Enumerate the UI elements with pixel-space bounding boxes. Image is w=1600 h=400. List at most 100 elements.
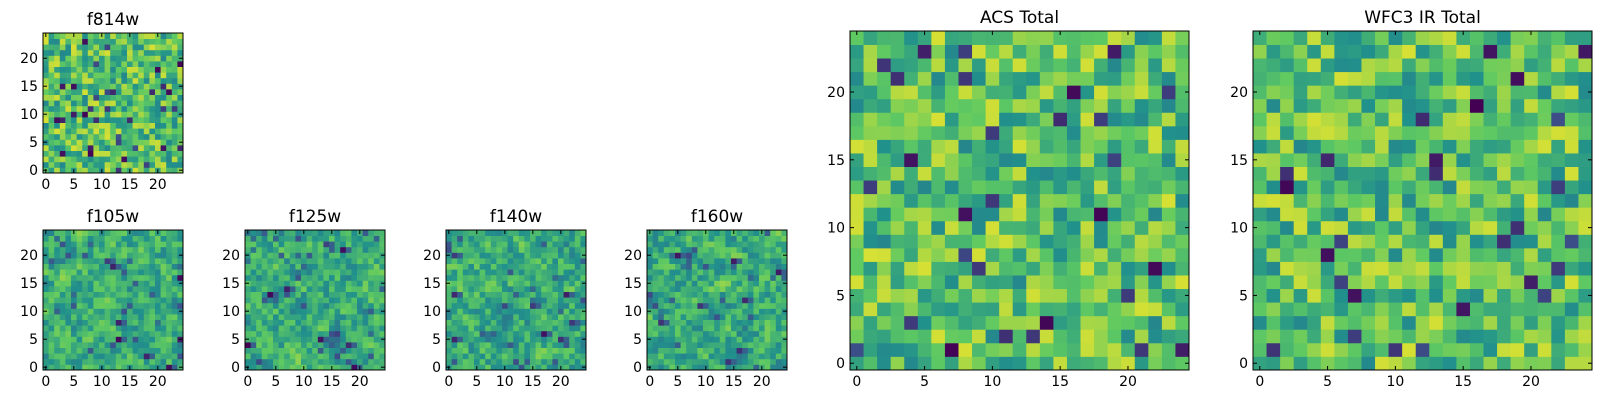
heatmap-cell [149, 83, 156, 90]
heatmap-cell [323, 330, 330, 337]
heatmap-cell [686, 302, 693, 309]
heatmap-cell [530, 246, 536, 253]
heatmap-cell [278, 269, 285, 276]
heatmap-cell [289, 274, 296, 281]
heatmap-cell [462, 286, 469, 292]
heatmap-cell [719, 308, 726, 315]
heatmap-cell [958, 261, 973, 276]
heatmap-cell [658, 286, 665, 292]
heatmap-cell [753, 263, 760, 270]
heatmap-cell [468, 291, 475, 298]
heatmap-cell [93, 105, 100, 112]
heatmap-cell [850, 247, 864, 262]
heatmap-cell [1253, 112, 1267, 127]
heatmap-cell [87, 55, 94, 62]
heatmap-cell [541, 308, 548, 315]
heatmap-cell [736, 336, 743, 343]
heatmap-cell [652, 342, 659, 348]
x-tick-label: 0 [41, 177, 50, 193]
heatmap-cell [669, 347, 676, 354]
heatmap-cell [541, 314, 548, 320]
heatmap-cell [71, 77, 77, 84]
heatmap-cell [719, 235, 726, 242]
heatmap-cell [345, 319, 352, 326]
heatmap-cell [462, 364, 469, 371]
heatmap-cell [524, 269, 531, 276]
heatmap-cell [1415, 98, 1430, 113]
heatmap-cell [513, 252, 520, 259]
heatmap-cell [155, 280, 161, 287]
heatmap-cell [1266, 288, 1281, 303]
heatmap-cell [781, 291, 788, 298]
heatmap-cell [1307, 139, 1322, 154]
heatmap-cell [138, 319, 145, 326]
heatmap-cell [513, 269, 520, 276]
heatmap-cell [138, 330, 145, 337]
heatmap-cell [958, 247, 973, 262]
heatmap-cell [59, 358, 66, 365]
heatmap-cell [552, 342, 559, 348]
heatmap-cell [658, 280, 665, 287]
heatmap-cell [518, 230, 525, 236]
heatmap-cell [507, 319, 514, 326]
heatmap-cell [719, 325, 726, 332]
heatmap-cell [323, 269, 330, 276]
heatmap-cell [1012, 153, 1027, 167]
heatmap-cell [171, 347, 178, 354]
heatmap-cell [1107, 329, 1122, 344]
heatmap-cell [99, 145, 105, 151]
heatmap-cell [115, 150, 122, 157]
heatmap-cell [474, 336, 480, 343]
heatmap-cell [1012, 125, 1027, 140]
heatmap-cell [1320, 153, 1335, 167]
heatmap-cell [999, 247, 1014, 262]
heatmap-cell [917, 329, 932, 344]
heatmap-cell [59, 61, 66, 67]
heatmap-cell [65, 156, 72, 163]
heatmap-cell [362, 269, 369, 276]
heatmap-cell [48, 72, 55, 79]
heatmap-cell [569, 319, 576, 326]
heatmap-cell [1266, 180, 1281, 195]
heatmap-cell [1148, 275, 1163, 290]
heatmap-cell [267, 330, 274, 337]
heatmap-cell [132, 241, 139, 248]
heatmap-cell [569, 353, 576, 360]
heatmap-cell [1039, 71, 1054, 86]
heatmap-cell [357, 308, 363, 315]
heatmap-cell [115, 83, 122, 90]
heatmap-cell [764, 252, 771, 259]
heatmap-cell [474, 252, 480, 259]
heatmap-cell [256, 364, 263, 371]
heatmap-cell [104, 297, 111, 304]
heatmap-cell [99, 342, 105, 348]
heatmap-cell [1121, 153, 1136, 167]
heatmap-cell [451, 252, 458, 259]
heatmap-cell [250, 314, 257, 320]
heatmap-cell [171, 358, 178, 365]
heatmap-cell [323, 364, 330, 371]
heatmap-cell [121, 77, 128, 84]
heatmap-cell [76, 246, 83, 253]
heatmap-cell [132, 89, 139, 95]
heatmap-cell [1388, 71, 1403, 86]
heatmap-cell [1320, 44, 1335, 59]
heatmap-cell [552, 235, 559, 242]
heatmap-cell [149, 325, 156, 332]
heatmap-cell [524, 241, 531, 248]
heatmap-cell [171, 161, 178, 168]
heatmap-cell [1175, 342, 1190, 357]
heatmap-cell [714, 358, 721, 365]
heatmap-cell [764, 297, 771, 304]
heatmap-cell [250, 246, 257, 253]
heatmap-cell [725, 308, 732, 315]
heatmap-cell [1347, 220, 1362, 235]
heatmap-cell [317, 246, 324, 253]
heatmap-cell [1456, 288, 1471, 303]
heatmap-cell [558, 325, 564, 332]
heatmap-cell [485, 252, 492, 259]
heatmap-cell [345, 280, 352, 287]
heatmap-cell [1456, 98, 1471, 113]
heatmap-cell [59, 330, 66, 337]
